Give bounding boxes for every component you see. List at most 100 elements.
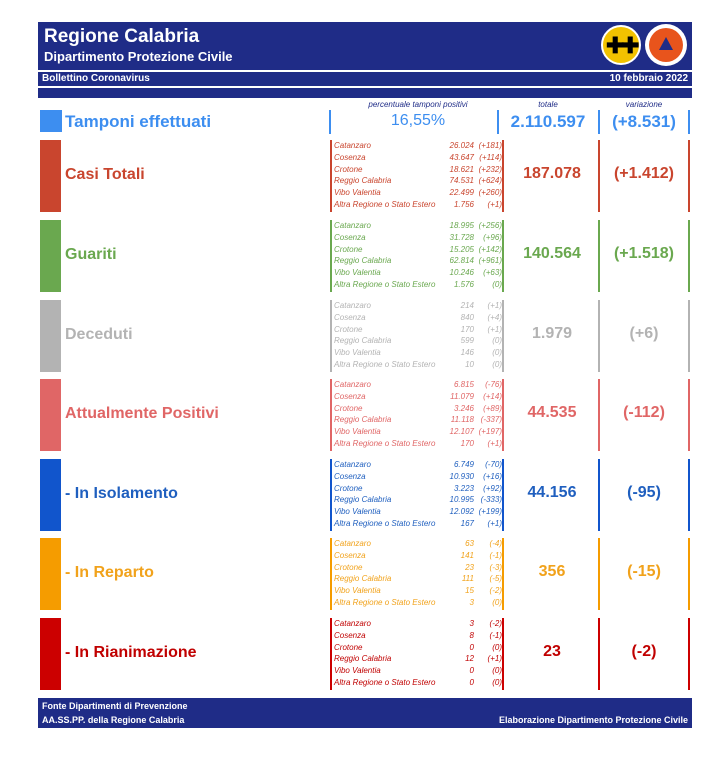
- province-name: Vibo Valentia: [334, 348, 381, 358]
- province-name: Vibo Valentia: [334, 666, 381, 676]
- province-name: Cosenza: [334, 152, 366, 162]
- province-value: 1.756: [453, 200, 474, 209]
- province-breakdown: Catanzaro 3 (-2) Cosenza 8 (-1) Crotone 0 (0) Reg…: [330, 618, 504, 690]
- province-row: Vibo Valentia 12.107 (+197): [334, 427, 502, 439]
- section-color-bar: [40, 459, 61, 531]
- province-value: 167: [460, 519, 474, 528]
- province-delta: (+92): [483, 483, 502, 493]
- province-delta: (+232): [478, 164, 502, 174]
- divider: [598, 538, 600, 610]
- province-delta: (-76): [485, 380, 502, 389]
- section-total: 140.564: [523, 245, 581, 262]
- province-row: Altra Regione o Stato Estero 3 (0): [334, 598, 502, 610]
- divider: [688, 140, 690, 212]
- divider: [598, 379, 600, 451]
- province-value: 599: [460, 336, 474, 346]
- divider: [598, 110, 600, 134]
- province-value: 23: [465, 562, 474, 572]
- column-headers: percentuale tamponi positivi totale vari…: [38, 100, 692, 110]
- province-row: Reggio Calabria 12 (+1): [334, 654, 502, 666]
- province-row: Catanzaro 3 (-2): [334, 619, 502, 631]
- section-variation: (+1.518): [613, 245, 675, 262]
- province-row: Crotone 3.246 (+89): [334, 404, 502, 416]
- province-row: Cosenza 10.930 (+16): [334, 472, 502, 484]
- section-color-bar: [40, 220, 61, 292]
- province-delta: (+1): [487, 654, 502, 664]
- province-row: Vibo Valentia 146 (0): [334, 348, 502, 360]
- section-5: - In Reparto Catanzaro 63 (-4) Cosenza 141 (-1…: [38, 538, 692, 610]
- province-delta: (-3): [489, 562, 502, 572]
- bulletin-date: 10 febbraio 2022: [609, 73, 688, 84]
- province-delta: (-1): [489, 630, 502, 640]
- province-name: Catanzaro: [334, 141, 371, 150]
- province-delta: (+142): [478, 244, 502, 254]
- bulletin-label: Bollettino Coronavirus: [42, 73, 150, 84]
- tamponi-percent: 16,55%: [390, 112, 446, 129]
- province-delta: (+181): [478, 141, 502, 150]
- province-breakdown: Catanzaro 18.995 (+256) Cosenza 31.728 (+96) C…: [330, 220, 504, 292]
- province-name: Catanzaro: [334, 380, 371, 389]
- section-4: - In Isolamento Catanzaro 6.749 (-70) Cosenz…: [38, 459, 692, 531]
- bulletin: Regione Calabria Dipartimento Protezione…: [38, 22, 692, 728]
- footer-credit: Elaborazione Dipartimento Protezione Civ…: [498, 715, 688, 725]
- col-total: totale: [538, 100, 558, 109]
- region-title: Regione Calabria: [44, 26, 200, 47]
- footer-source-2: AA.SS.PP. della Regione Calabria: [42, 715, 185, 725]
- section-color-bar: [40, 140, 61, 212]
- province-row: Reggio Calabria 10.995 (-333): [334, 495, 502, 507]
- province-name: Reggio Calabria: [334, 495, 392, 505]
- province-name: Crotone: [334, 562, 363, 572]
- province-delta: (-70): [485, 460, 502, 469]
- province-value: 10.246: [449, 268, 474, 278]
- divider: [497, 110, 499, 134]
- province-name: Catanzaro: [334, 460, 371, 469]
- col-variation: variazione: [625, 100, 663, 109]
- section-label: - In Rianimazione: [65, 644, 197, 661]
- province-name: Crotone: [334, 403, 363, 413]
- province-value: 74.531: [449, 176, 474, 186]
- province-row: Crotone 18.621 (+232): [334, 165, 502, 177]
- section-3: Attualmente Positivi Catanzaro 6.815 (-76) C…: [38, 379, 692, 451]
- province-name: Crotone: [334, 244, 363, 254]
- divider: [688, 459, 690, 531]
- footer-bar: Fonte Dipartimenti di Prevenzione AA.SS.…: [38, 698, 692, 728]
- province-name: Crotone: [334, 642, 363, 652]
- section-variation: (-112): [623, 404, 665, 421]
- section-color-bar: [40, 379, 61, 451]
- province-row: Vibo Valentia 10.246 (+63): [334, 268, 502, 280]
- province-value: 15: [465, 586, 474, 596]
- section-variation: (-15): [627, 563, 661, 580]
- header-bar: Regione Calabria Dipartimento Protezione…: [38, 22, 692, 70]
- province-name: Reggio Calabria: [334, 415, 392, 425]
- province-row: Cosenza 11.079 (+14): [334, 392, 502, 404]
- province-row: Altra Regione o Stato Estero 0 (0): [334, 678, 502, 690]
- province-delta: (-5): [489, 574, 502, 584]
- province-value: 10.930: [449, 471, 474, 481]
- province-name: Cosenza: [334, 630, 366, 640]
- tamponi-variation: (+8.531): [612, 112, 676, 131]
- tamponi-row: Tamponi effettuati 16,55% 2.110.597 (+8.…: [38, 110, 692, 136]
- province-row: Catanzaro 6.815 (-76): [334, 380, 502, 392]
- section-total: 356: [538, 563, 566, 580]
- province-row: Catanzaro 63 (-4): [334, 539, 502, 551]
- province-delta: (-2): [489, 586, 502, 596]
- section-label: Deceduti: [65, 326, 133, 343]
- section-label: - In Isolamento: [65, 485, 178, 502]
- province-value: 0: [469, 678, 474, 687]
- divider: [598, 618, 600, 690]
- province-name: Catanzaro: [334, 619, 371, 628]
- province-delta: (+624): [478, 176, 502, 186]
- province-name: Vibo Valentia: [334, 586, 381, 596]
- province-name: Cosenza: [334, 550, 366, 560]
- province-value: 1.576: [453, 280, 474, 289]
- bulletin-bar: Bollettino Coronavirus 10 febbraio 2022: [38, 72, 692, 86]
- province-row: Vibo Valentia 12.092 (+199): [334, 507, 502, 519]
- province-value: 12: [465, 654, 474, 664]
- section-1: Guariti Catanzaro 18.995 (+256) Cosenza 31.72…: [38, 220, 692, 292]
- province-delta: (+96): [483, 232, 502, 242]
- province-value: 18.995: [449, 221, 474, 230]
- province-breakdown: Catanzaro 214 (+1) Cosenza 840 (+4) Crotone 170…: [330, 300, 504, 372]
- province-row: Altra Regione o Stato Estero 10 (0): [334, 360, 502, 372]
- divider: [688, 618, 690, 690]
- province-value: 146: [460, 348, 474, 358]
